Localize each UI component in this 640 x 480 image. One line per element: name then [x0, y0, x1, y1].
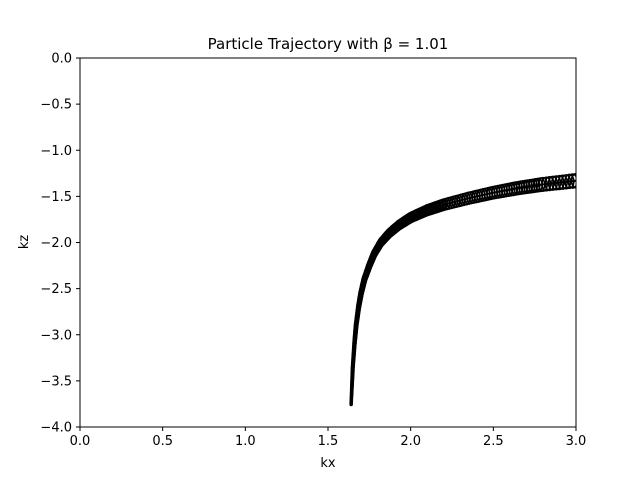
x-tick-label: 2.5	[483, 434, 504, 449]
y-axis-label: kz	[17, 235, 32, 250]
y-tick-label: 0.0	[51, 52, 72, 67]
y-tick-label: −1.0	[40, 144, 72, 159]
y-tick-label: −1.5	[40, 190, 72, 205]
x-tick-label: 0.0	[70, 434, 91, 449]
x-axis-label: kx	[320, 456, 336, 471]
y-tick-label: −4.0	[40, 421, 72, 436]
y-tick-label: −3.0	[40, 328, 72, 343]
y-axis: 0.0 −0.5 −1.0 −1.5 −2.0 −2.5 −3.0 −3.5 −4.0	[40, 52, 80, 436]
chart-title: Particle Trajectory with β = 1.01	[208, 35, 449, 53]
y-tick-label: −2.0	[40, 236, 72, 251]
x-tick-label: 3.0	[566, 434, 587, 449]
y-tick-label: −3.5	[40, 374, 72, 389]
series-line	[350, 179, 576, 404]
x-axis: 0.0 0.5 1.0 1.5 2.0 2.5 3.0	[70, 427, 587, 449]
plot-area	[349, 172, 576, 407]
y-tick-label: −2.5	[40, 282, 72, 297]
x-tick-label: 1.5	[318, 434, 339, 449]
x-tick-label: 2.0	[400, 434, 421, 449]
x-tick-label: 0.5	[152, 434, 173, 449]
y-tick-label: −0.5	[40, 98, 72, 113]
x-tick-label: 1.0	[235, 434, 256, 449]
